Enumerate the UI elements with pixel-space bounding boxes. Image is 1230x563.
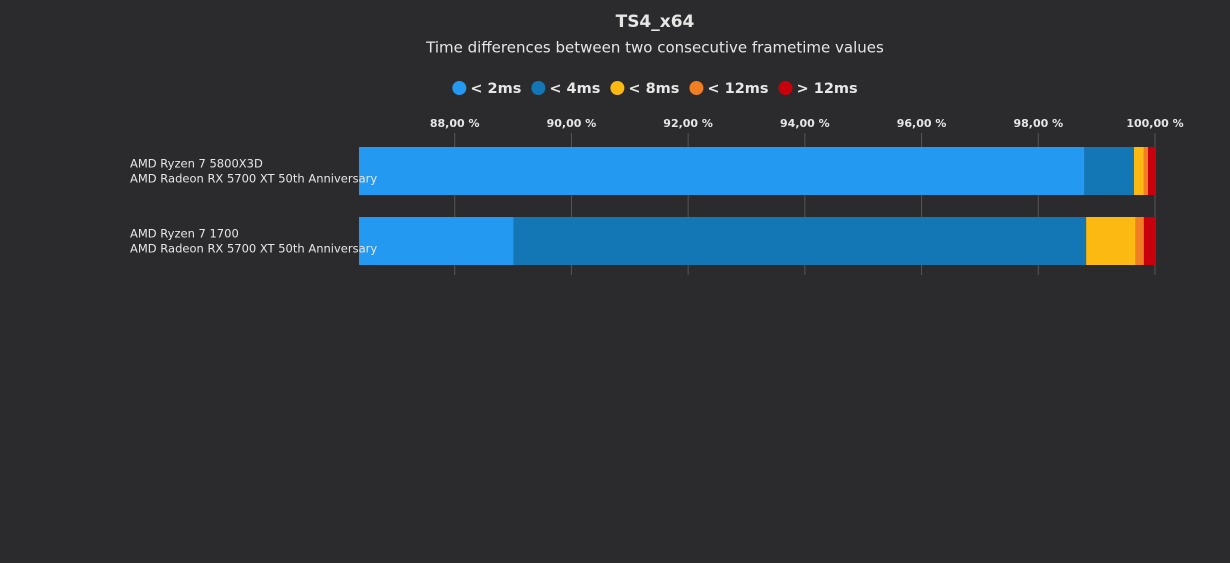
legend: < 2ms < 4ms < 8ms < 12ms > 12ms <box>452 81 858 97</box>
legend-label: < 4ms <box>549 81 600 97</box>
legend-item: < 8ms <box>610 81 679 97</box>
bar-segment <box>1143 147 1148 195</box>
y-tick-label: AMD Radeon RX 5700 XT 50th Anniversary <box>130 172 377 186</box>
grid: 88,00 % 90,00 % 92,00 % 94,00 % 96,00 % 98,00… <box>430 117 1184 275</box>
x-tick-label: 94,00 % <box>780 117 830 130</box>
legend-item: < 4ms <box>531 81 600 97</box>
bar-segment <box>1133 147 1144 195</box>
legend-label: > 12ms <box>797 81 858 97</box>
y-tick-label: AMD Ryzen 7 1700 <box>130 227 239 241</box>
x-tick-label: 100,00 % <box>1126 117 1183 130</box>
legend-label: < 2ms <box>470 81 521 97</box>
bar-segment <box>513 217 1087 265</box>
bar-segment <box>1086 217 1136 265</box>
legend-marker <box>689 81 704 95</box>
bar-segment <box>1147 147 1155 195</box>
x-tick-label: 96,00 % <box>897 117 947 130</box>
x-tick-label: 98,00 % <box>1013 117 1063 130</box>
bar-segment <box>359 147 1085 195</box>
y-tick-label: AMD Radeon RX 5700 XT 50th Anniversary <box>130 242 377 256</box>
legend-label: < 8ms <box>628 81 679 97</box>
bar-segment <box>1143 217 1155 265</box>
legend-item: < 2ms <box>452 81 521 97</box>
legend-item: > 12ms <box>778 81 858 97</box>
chart-title: TS4_x64 <box>616 12 695 32</box>
bar-segment <box>1084 147 1134 195</box>
legend-marker <box>452 81 467 95</box>
legend-label: < 12ms <box>707 81 768 97</box>
legend-item: < 12ms <box>689 81 769 97</box>
bar-segment <box>359 217 514 265</box>
x-tick-label: 92,00 % <box>663 117 713 130</box>
x-tick-label: 88,00 % <box>430 117 480 130</box>
legend-marker <box>531 81 546 95</box>
y-tick-label: AMD Ryzen 7 5800X3D <box>130 157 263 171</box>
x-tick-label: 90,00 % <box>547 117 597 130</box>
bars <box>359 147 1155 265</box>
bar-segment <box>1135 217 1144 265</box>
legend-marker <box>778 81 793 95</box>
chart-subtitle: Time differences between two consecutive… <box>425 39 884 57</box>
legend-marker <box>610 81 625 95</box>
